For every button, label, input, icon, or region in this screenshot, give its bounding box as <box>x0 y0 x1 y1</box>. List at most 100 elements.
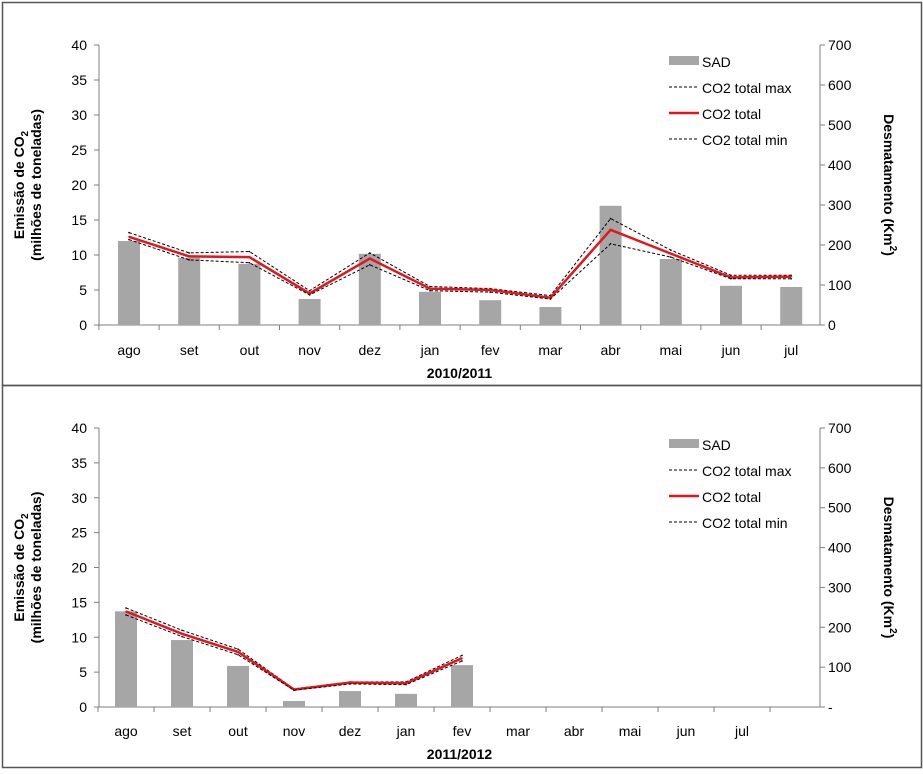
left-axis-title-main: Emissão de CO <box>11 519 27 622</box>
bar-sad <box>227 665 249 707</box>
line-co2-total-min-point <box>369 264 371 266</box>
legend-label: CO2 total min <box>702 515 788 531</box>
panel-border <box>1 384 923 769</box>
left-axis-title-main: Emissão de CO <box>11 136 27 239</box>
bar-sad <box>171 640 193 707</box>
x-tick-label: mai <box>619 723 642 739</box>
right-tick-label: 300 <box>828 579 852 595</box>
x-tick-label: out <box>228 723 248 739</box>
left-tick-label: 20 <box>71 560 87 576</box>
line-co2-total-min-point <box>461 660 463 662</box>
bar-sad <box>283 701 305 707</box>
line-co2-total-point <box>730 276 732 279</box>
x-tick-label: set <box>180 342 199 358</box>
right-tick-label: 600 <box>828 460 852 476</box>
line-co2-total-max-point <box>248 250 251 253</box>
left-tick-label: 0 <box>79 317 87 333</box>
line-co2-total-point <box>181 632 183 635</box>
legend-label: CO2 total <box>702 106 761 122</box>
line-co2-total-point <box>489 289 492 291</box>
line-co2-total-max-point <box>181 629 183 632</box>
left-axis-title-line2: (milhões de toneladas) <box>28 492 44 644</box>
bar-sad <box>298 299 321 325</box>
x-tick-label: nov <box>298 342 321 358</box>
line-co2-total-min-point <box>670 256 672 258</box>
right-axis-title-superscript: 2 <box>887 246 898 252</box>
legend-label: SAD <box>702 54 731 70</box>
legend-label: CO2 total max <box>702 463 791 479</box>
left-tick-label: 40 <box>71 37 87 53</box>
left-tick-label: 35 <box>71 455 87 471</box>
left-axis-title-line1: Emissão de CO2 <box>11 513 31 622</box>
bar-sad <box>451 665 473 707</box>
x-tick-label: dez <box>339 723 362 739</box>
line-co2-total-max-point <box>429 285 431 288</box>
x-axis-title: 2011/2012 <box>427 746 493 762</box>
bar-sad <box>659 259 682 325</box>
line-co2-total-point <box>790 275 792 278</box>
line-co2-total-max-point <box>670 249 672 251</box>
bar-sad <box>419 291 441 325</box>
legend: SAD CO2 total max CO2 total CO2 total min <box>669 437 791 531</box>
line-co2-total-max-point <box>237 648 239 650</box>
bar-sad <box>395 693 417 707</box>
x-tick-label: dez <box>359 342 382 358</box>
right-tick-label: 100 <box>828 659 852 675</box>
x-tick-label: nov <box>283 723 306 739</box>
legend-label: CO2 total <box>702 489 761 505</box>
line-co2-total-max-point <box>128 231 130 234</box>
right-axis-title-superscript: 2 <box>887 628 898 634</box>
right-tick-label: 500 <box>828 500 852 516</box>
left-tick-label: 10 <box>71 629 87 645</box>
bar-sad <box>539 307 562 325</box>
line-co2-total-point <box>308 292 311 295</box>
legend-label: CO2 total min <box>702 132 788 148</box>
bar-sad <box>118 241 140 325</box>
x-tick-label: jun <box>676 723 696 739</box>
x-tick-label: out <box>240 342 260 358</box>
right-axis-title-end: ) <box>881 634 897 639</box>
x-tick-label: fev <box>481 342 500 358</box>
line-co2-total-point <box>461 657 463 659</box>
line-co2-total-point <box>369 257 371 260</box>
bar-sad <box>720 285 742 325</box>
chart-panel-2: 0 5 10 15 20 25 30 35 40 - 100 200 300 400 500 600 700 ag… <box>1 384 923 769</box>
left-tick-label: 5 <box>79 664 87 680</box>
bar-sad <box>339 691 361 707</box>
bar-sad <box>599 205 622 325</box>
panel-border <box>1 1 923 387</box>
line-co2-total-min-point <box>489 291 492 293</box>
left-tick-label: 25 <box>71 525 87 541</box>
right-tick-label: 400 <box>828 540 852 556</box>
line-co2-total-point <box>248 256 251 258</box>
x-tick-label: jan <box>420 342 440 358</box>
line-co2-total-point <box>429 287 431 290</box>
left-tick-label: 0 <box>79 699 87 715</box>
left-tick-label: 5 <box>79 282 87 298</box>
line-co2-total-min-point <box>790 278 792 280</box>
left-tick-label: 10 <box>71 247 87 263</box>
line-co2-total-max-point <box>125 607 127 609</box>
left-tick-label: 25 <box>71 142 87 158</box>
right-axis-title: Desmatamento (Km2) <box>881 497 898 639</box>
line-co2-total-max-point <box>730 274 732 277</box>
line-co2-total-max-point <box>308 289 311 292</box>
line-co2-total-min-point <box>181 635 183 638</box>
x-tick-label: abr <box>564 723 585 739</box>
line-co2-total-max-point <box>188 252 190 254</box>
left-tick-label: 40 <box>71 420 87 436</box>
line-co2-total-min-point <box>293 689 295 692</box>
right-tick-label: 200 <box>828 619 852 635</box>
bar-sad <box>780 287 803 325</box>
legend: SAD CO2 total max CO2 total CO2 total min <box>669 54 791 148</box>
legend-label: CO2 total max <box>702 80 791 96</box>
line-co2-total-point <box>188 255 190 258</box>
left-tick-label: 30 <box>71 107 87 123</box>
right-axis-title-main: Desmatamento (Km <box>881 497 897 628</box>
line-co2-total-min-point <box>237 653 239 656</box>
right-tick-label: 500 <box>828 117 852 133</box>
right-axis-title-end: ) <box>881 251 897 256</box>
bar-sad <box>479 300 502 325</box>
bar-sad <box>358 253 381 325</box>
